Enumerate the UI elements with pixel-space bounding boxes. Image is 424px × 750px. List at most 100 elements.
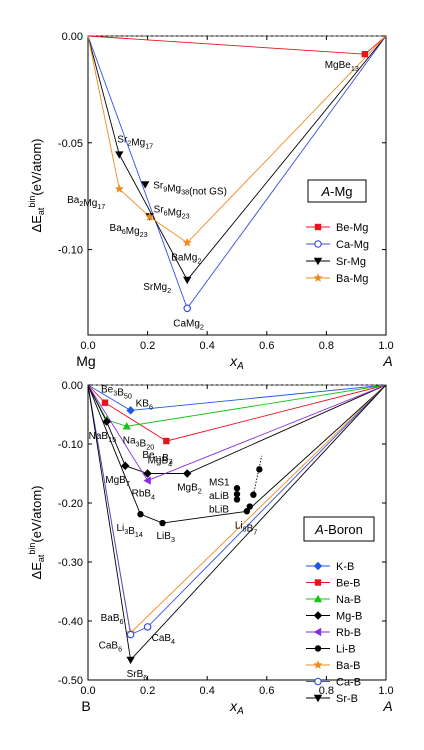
bottom-y-tick-label: -0.20 bbox=[58, 498, 83, 510]
bottom-legend-label: K-B bbox=[336, 561, 354, 573]
bottom-point-mg-b bbox=[143, 469, 152, 478]
bottom-legend-marker bbox=[313, 627, 322, 637]
top-legend-label: Sr-Mg bbox=[336, 256, 366, 268]
bottom-legend-label: Rb-B bbox=[336, 627, 361, 639]
top-y-tick-label: -0.10 bbox=[58, 245, 83, 257]
bottom-legend-marker bbox=[313, 611, 323, 620]
top-x-tick-label: 0.8 bbox=[319, 340, 334, 352]
bottom-y-tick-label: -0.30 bbox=[58, 557, 83, 569]
bottom-x-tick-label: 1.0 bbox=[378, 685, 393, 697]
top-legend-title-box bbox=[307, 179, 367, 203]
bottom-legend-label: Mg-B bbox=[336, 611, 362, 623]
top-x-tick-label: 0.4 bbox=[200, 340, 215, 352]
bottom-y-tick-label: -0.10 bbox=[58, 439, 83, 451]
bottom-x-end-right: A bbox=[382, 698, 392, 714]
top-x-end-right: A bbox=[382, 353, 392, 369]
bottom-legend-label: Li-B bbox=[336, 644, 356, 656]
bottom-point-li-b bbox=[233, 490, 241, 498]
bottom-x-axis-label: xA bbox=[229, 698, 244, 717]
top-legend-title: A-Mg bbox=[320, 184, 352, 199]
top-point-ba-mg bbox=[114, 184, 124, 193]
bottom-legend-label: Sr-B bbox=[336, 693, 358, 705]
bottom-compound-label: CaB6 bbox=[99, 641, 122, 654]
top-y-tick-label: 0.00 bbox=[62, 31, 83, 43]
top-compound-label: MgBe13 bbox=[325, 60, 359, 73]
top-point-sr-mg bbox=[141, 181, 150, 189]
bottom-legend-marker bbox=[314, 645, 322, 652]
top-plot-frame bbox=[87, 35, 387, 336]
bottom-legend-marker bbox=[313, 594, 323, 603]
bottom-point-k-b bbox=[126, 406, 135, 415]
top-x-tick-label: 0.6 bbox=[259, 340, 274, 352]
bottom-compound-label: MgB2 bbox=[177, 483, 202, 496]
top-point-be-mg bbox=[361, 50, 369, 58]
top-y-tick-label: -0.05 bbox=[58, 138, 83, 150]
bottom-compound-label: Li8B7 bbox=[235, 520, 257, 536]
bottom-hull-k-b bbox=[87, 384, 387, 411]
top-x-end-left: Mg bbox=[76, 353, 95, 369]
bottom-point-li-b bbox=[250, 491, 257, 498]
top-point-sr-mg bbox=[183, 276, 192, 285]
bottom-compound-label: Be11B3 bbox=[142, 450, 172, 466]
bottom-hull-ca-b bbox=[87, 384, 387, 636]
top-x-axis-label: xA bbox=[229, 353, 244, 372]
bottom-hull-mg-b bbox=[87, 384, 387, 474]
bottom-compound-label: MgB7 bbox=[105, 475, 130, 488]
bottom-point-li-b bbox=[137, 511, 144, 518]
top-compound-label: Sr6Mg23 bbox=[154, 204, 190, 220]
bottom-y-tick-label: -0.40 bbox=[58, 616, 83, 628]
bottom-point-mg-b bbox=[102, 417, 111, 426]
bottom-x-tick-label: 0.2 bbox=[140, 685, 155, 697]
bottom-legend-title-box bbox=[303, 516, 375, 542]
bottom-li-b-dotted-line bbox=[252, 455, 263, 495]
top-legend-marker bbox=[313, 257, 323, 266]
top-legend-marker bbox=[314, 240, 322, 248]
bottom-compound-label: Be3B50 bbox=[101, 385, 132, 401]
bottom-y-tick-label: 0.00 bbox=[62, 380, 83, 392]
bottom-x-tick-label: 0.4 bbox=[200, 685, 215, 697]
top-legend-marker bbox=[314, 223, 322, 231]
top-chart: 0.00 -0.05 -0.10 0.0 0.2 0.4 0.6 0.8 1.0 Mg AxA ΔEa… bbox=[27, 31, 394, 372]
top-x-tick-label: 0.2 bbox=[140, 340, 155, 352]
top-hull-sr-mg bbox=[87, 35, 387, 281]
bottom-hull-be-b bbox=[87, 384, 387, 442]
bottom-point-ca-b bbox=[126, 630, 135, 639]
bottom-plot-frame bbox=[87, 384, 387, 681]
top-compound-label: BaMg2 bbox=[171, 253, 201, 266]
bottom-compound-label: bLiB bbox=[209, 504, 229, 515]
bottom-point-li-b bbox=[246, 503, 254, 510]
bottom-legend-title: A-Boron bbox=[314, 522, 363, 537]
bottom-y-axis-label: ΔEatbin(eV/atom) bbox=[27, 486, 46, 580]
top-point-sr-mg bbox=[115, 151, 124, 159]
bottom-point-sr-b bbox=[126, 656, 135, 665]
bottom-legend-marker bbox=[313, 660, 323, 669]
bottom-compound-label: NaB15 bbox=[89, 431, 116, 444]
top-legend-label: Be-Mg bbox=[336, 222, 368, 234]
top-point-ca-mg bbox=[183, 304, 192, 313]
bottom-x-tick-label: 0.6 bbox=[259, 685, 274, 697]
bottom-compound-label: MS1 bbox=[209, 477, 230, 488]
bottom-point-li-b bbox=[243, 508, 251, 515]
bottom-x-tick-label: 0.8 bbox=[319, 685, 334, 697]
bottom-compound-label: MgB4 bbox=[148, 456, 173, 469]
bottom-compound-label: aLiB bbox=[209, 491, 229, 502]
bottom-legend-marker bbox=[313, 561, 323, 571]
bottom-compound-label: CaB4 bbox=[152, 633, 175, 646]
bottom-point-ca-b bbox=[143, 623, 152, 631]
bottom-legend-marker bbox=[313, 694, 323, 703]
bottom-compound-label: SrB6 bbox=[127, 669, 148, 682]
bottom-compound-label: Li3B14 bbox=[116, 523, 142, 539]
bottom-x-tick-label: 0.0 bbox=[80, 685, 95, 697]
top-x-tick-label: 1.0 bbox=[378, 340, 393, 352]
bottom-legend-marker bbox=[314, 677, 322, 686]
top-compound-label: Ba2Mg17 bbox=[67, 195, 105, 211]
bottom-compound-label: RbB4 bbox=[132, 489, 155, 502]
top-compound-label: Ba6Mg23 bbox=[110, 223, 148, 239]
top-compound-label: Sr9Mg38(not GS) bbox=[153, 180, 227, 197]
top-hull-be-mg bbox=[87, 35, 387, 55]
bottom-point-na-b bbox=[122, 422, 131, 430]
bottom-legend-label: Ba-B bbox=[336, 660, 360, 672]
top-compound-label: CaMg2 bbox=[173, 318, 204, 331]
bottom-legend-label: Ca-B bbox=[336, 677, 361, 689]
